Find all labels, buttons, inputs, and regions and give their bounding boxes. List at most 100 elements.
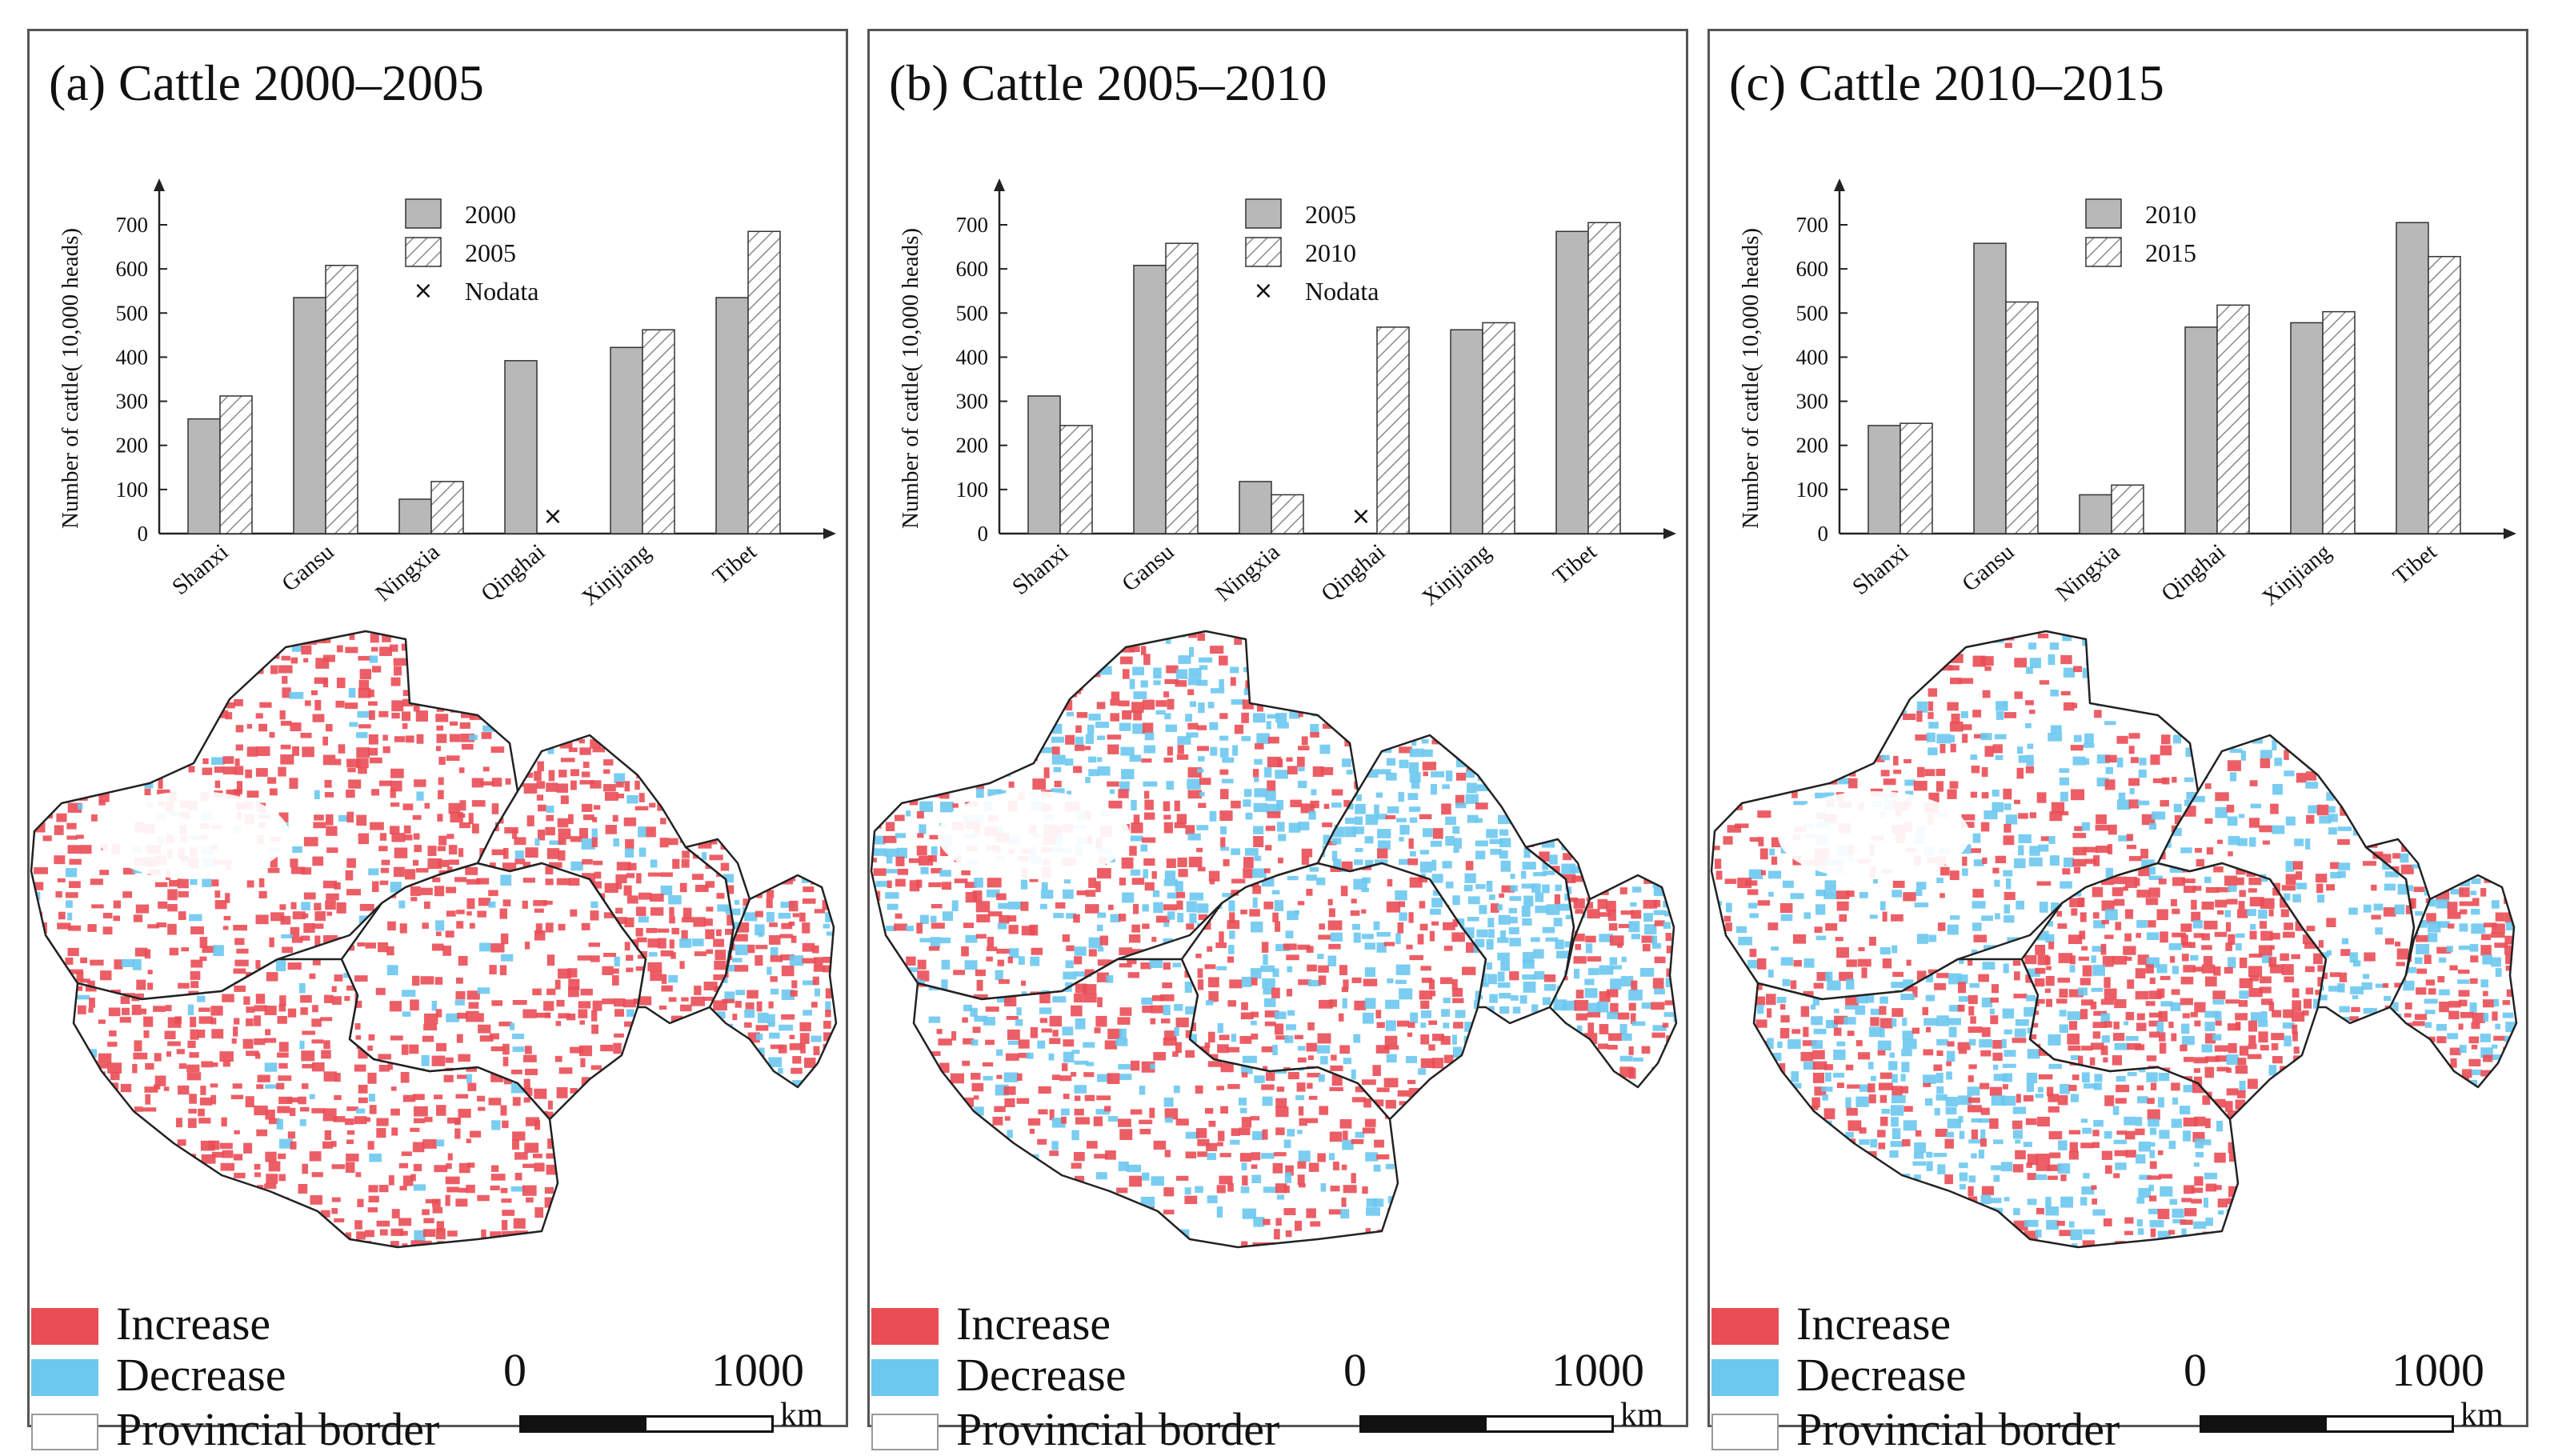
change-cell xyxy=(502,692,515,701)
change-cell xyxy=(332,996,342,1005)
change-cell xyxy=(1410,1013,1418,1023)
change-cell xyxy=(189,631,203,638)
scale-unit: km xyxy=(780,1396,823,1434)
change-cell xyxy=(1782,668,1788,675)
change-cell xyxy=(1341,1198,1346,1207)
change-cell xyxy=(1747,636,1754,646)
change-cell xyxy=(635,806,649,810)
change-cell xyxy=(67,758,73,762)
change-cell xyxy=(548,1101,553,1110)
change-cell xyxy=(1351,1173,1355,1183)
change-cell xyxy=(2151,646,2163,653)
change-cell xyxy=(559,1198,568,1205)
change-cell xyxy=(1320,1056,1328,1064)
change-cell xyxy=(1479,758,1490,764)
change-cell xyxy=(368,702,378,706)
change-cell xyxy=(370,655,378,662)
change-cell xyxy=(1075,1096,1080,1102)
change-cell xyxy=(1235,725,1243,734)
change-cell xyxy=(1020,902,1028,911)
change-cell xyxy=(223,1061,230,1067)
change-cell xyxy=(996,894,1007,901)
change-cell xyxy=(827,931,836,935)
change-cell xyxy=(1984,810,1997,819)
change-cell xyxy=(2128,688,2138,694)
change-cell xyxy=(489,965,496,974)
change-cell xyxy=(1769,767,1779,777)
change-cell xyxy=(202,758,208,764)
change-cell xyxy=(1321,767,1333,775)
change-cell xyxy=(962,1018,967,1023)
change-cell xyxy=(235,766,244,774)
change-cell xyxy=(1061,1109,1070,1116)
change-cell xyxy=(442,946,451,956)
change-cell xyxy=(1228,945,1235,954)
change-cell xyxy=(469,1002,479,1009)
change-cell xyxy=(835,977,845,986)
change-cell xyxy=(1133,691,1147,699)
change-cell xyxy=(1167,858,1176,868)
change-cell xyxy=(1131,822,1143,833)
change-cell xyxy=(925,1065,932,1074)
change-cell xyxy=(1075,971,1086,977)
change-cell xyxy=(823,879,835,884)
change-cell xyxy=(538,805,546,811)
change-cell xyxy=(659,1006,667,1010)
change-cell xyxy=(121,996,130,1004)
change-cell xyxy=(1588,968,1599,975)
y-tick-label: 600 xyxy=(116,257,149,281)
change-cell xyxy=(1143,869,1148,878)
change-cell xyxy=(1622,1034,1632,1041)
change-cell xyxy=(235,676,241,684)
change-cell xyxy=(356,1231,366,1239)
change-cell xyxy=(1952,642,1959,653)
change-cell xyxy=(1066,946,1074,951)
change-cell xyxy=(1239,1127,1250,1134)
change-cell xyxy=(1509,908,1517,914)
change-cell xyxy=(1263,1219,1270,1226)
change-cell xyxy=(88,1008,93,1013)
change-cell xyxy=(144,1154,156,1164)
change-cell xyxy=(1188,834,1201,841)
change-cell xyxy=(533,1154,542,1158)
change-cell xyxy=(875,810,889,814)
change-cell xyxy=(1353,826,1364,834)
change-cell xyxy=(757,1002,763,1012)
change-cell xyxy=(365,1118,370,1122)
change-cell xyxy=(546,782,558,791)
change-cell xyxy=(567,1114,577,1124)
change-cell xyxy=(1928,688,1938,696)
change-cell xyxy=(1511,751,1518,760)
change-cell xyxy=(622,1088,634,1094)
change-cell xyxy=(1206,1143,1217,1151)
change-cell xyxy=(1467,1043,1478,1054)
change-cell xyxy=(368,1141,374,1150)
change-cell xyxy=(1287,876,1299,880)
change-cell xyxy=(1489,748,1499,759)
change-cell xyxy=(58,669,69,675)
change-cell xyxy=(1063,890,1074,899)
change-cell xyxy=(1555,894,1560,905)
change-cell xyxy=(834,956,845,962)
change-cell xyxy=(222,756,234,764)
change-cell xyxy=(1432,874,1443,882)
change-cell xyxy=(1219,1034,1230,1040)
change-cell xyxy=(1642,1002,1652,1009)
change-cell xyxy=(2142,656,2155,666)
change-cell xyxy=(963,690,976,697)
change-cell xyxy=(1328,899,1333,906)
change-cell xyxy=(1287,634,1298,645)
change-cell xyxy=(102,780,114,786)
change-cell xyxy=(2160,800,2168,806)
change-cell xyxy=(68,926,81,931)
change-cell xyxy=(887,881,892,888)
change-cell xyxy=(983,1076,993,1081)
change-cell xyxy=(1186,825,1195,834)
change-cell xyxy=(975,970,986,976)
change-cell xyxy=(270,666,278,674)
change-cell xyxy=(132,1208,146,1216)
change-cell xyxy=(1726,769,1732,778)
change-cell xyxy=(246,1018,254,1026)
change-cell xyxy=(2162,691,2176,696)
change-cell xyxy=(1665,886,1674,894)
